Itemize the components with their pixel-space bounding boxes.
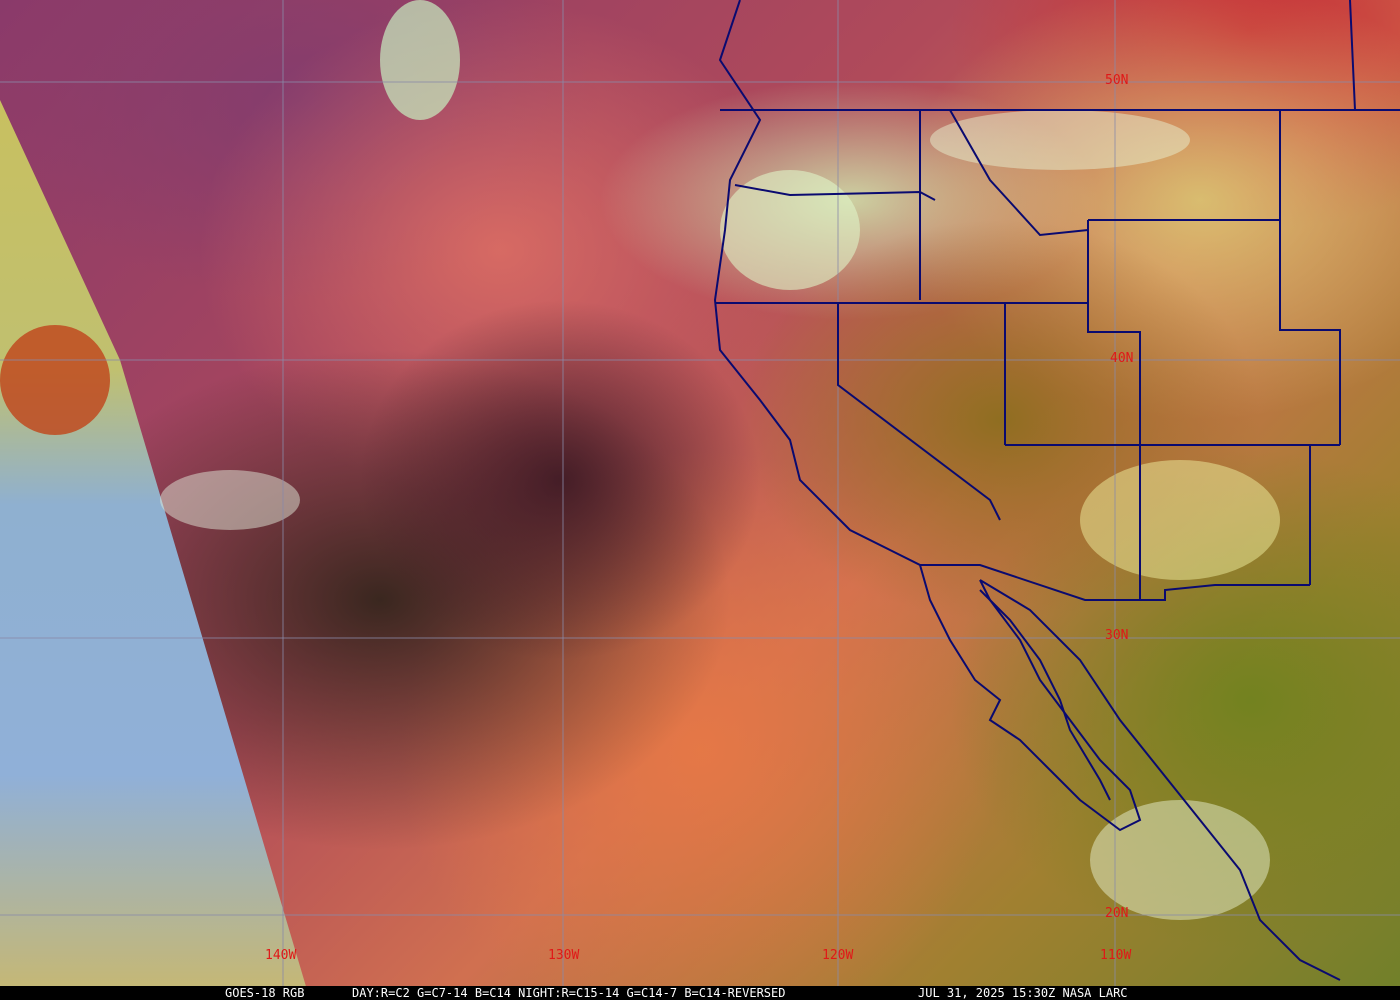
- lon-label-130w: 130W: [548, 948, 580, 963]
- us-mexico-border: [920, 564, 1310, 601]
- lon-label-120w: 120W: [822, 948, 854, 963]
- mexico-mainland-coast: [979, 579, 1341, 981]
- lon-label-140w: 140W: [265, 948, 297, 963]
- baja-peninsula: [979, 589, 1111, 801]
- product-name: GOES-18 RGB: [225, 986, 305, 1000]
- storm-cloud: [0, 325, 110, 435]
- coastlines-and-borders: [713, 0, 1400, 981]
- caption-bar: GOES-18 RGB DAY:R=C2 G=C7-14 B=C14 NIGHT…: [0, 986, 1400, 1000]
- channel-recipe: DAY:R=C2 G=C7-14 B=C14 NIGHT:R=C15-14 G=…: [352, 986, 786, 1000]
- lat-label-50n: 50N: [1105, 73, 1129, 88]
- timestamp-credit: JUL 31, 2025 15:30Z NASA LARC: [918, 986, 1128, 1000]
- state-grid-east: [1005, 0, 1356, 585]
- pacific-coastline: [713, 0, 1142, 832]
- idaho-border: [919, 109, 1089, 300]
- nevada-utah-border: [1004, 220, 1141, 600]
- lon-label-110w: 110W: [1100, 948, 1132, 963]
- lat-label-30n: 30N: [1105, 628, 1129, 643]
- lat-label-20n: 20N: [1105, 906, 1129, 921]
- lat-label-40n: 40N: [1110, 351, 1134, 366]
- washington-oregon-border: [734, 184, 936, 201]
- california-nevada-border: [837, 303, 1001, 521]
